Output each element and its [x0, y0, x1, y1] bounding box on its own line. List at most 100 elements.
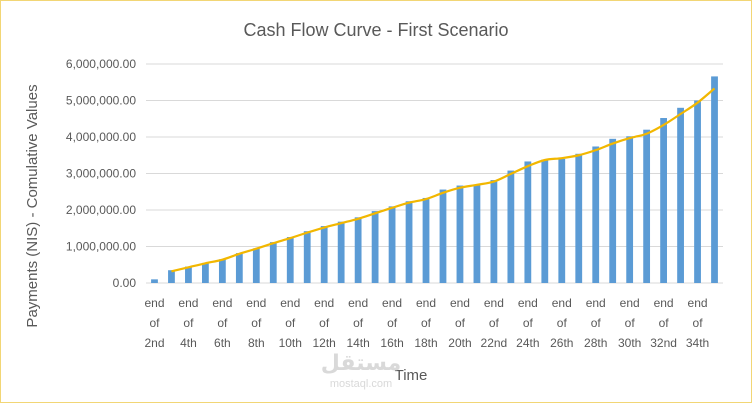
x-tick-label: end of 22nd: [481, 296, 508, 350]
x-tick-label-line: end: [212, 296, 232, 310]
bar: [677, 107, 684, 283]
watermark-latin: mostaql.com: [330, 378, 392, 390]
x-tick-label: end of 10th: [279, 296, 302, 350]
x-tick-label: end of 2nd: [144, 296, 164, 350]
x-tick-label-line: end: [314, 296, 334, 310]
x-tick-label-line: 18th: [414, 336, 437, 350]
x-tick-label-line: 12th: [313, 336, 336, 350]
x-tick-label-line: of: [183, 316, 194, 330]
x-tick-label-line: 8th: [248, 336, 265, 350]
bar-series: [151, 76, 718, 284]
bar: [473, 184, 481, 283]
bar: [337, 221, 345, 283]
gridlines: [146, 63, 723, 284]
bar: [490, 180, 498, 283]
x-tick-label-line: of: [353, 316, 364, 330]
y-tick-label: 2,000,000.00: [66, 203, 136, 217]
x-tick-label-line: of: [557, 316, 568, 330]
watermark: مستقل mostaql.com: [321, 351, 401, 390]
x-tick-label-line: 32nd: [650, 336, 677, 350]
x-tick-label-line: end: [348, 296, 368, 310]
bar: [151, 279, 158, 283]
x-tick-label-line: 30th: [618, 336, 641, 350]
x-tick-label-line: 24th: [516, 336, 539, 350]
bar: [422, 197, 430, 283]
x-tick-label: end of 12th: [313, 296, 336, 350]
bar: [405, 201, 413, 283]
x-tick-label-line: 14th: [346, 336, 369, 350]
y-tick-label: 1,000,000.00: [66, 240, 136, 254]
x-tick-label-line: end: [654, 296, 674, 310]
x-tick-label-line: 6th: [214, 336, 231, 350]
x-tick-label: end of 26th: [550, 296, 573, 350]
y-tick-labels: 0.00 1,000,000.00 2,000,000.00 3,000,000.00…: [66, 57, 136, 290]
x-tick-label-line: end: [484, 296, 504, 310]
bar: [626, 136, 634, 283]
x-tick-label-line: end: [144, 296, 164, 310]
bar: [592, 146, 600, 283]
x-tick-label-line: 10th: [279, 336, 302, 350]
bar: [354, 217, 362, 283]
x-tick-label-line: of: [251, 316, 262, 330]
x-tick-label-line: 20th: [448, 336, 471, 350]
x-tick-label: end of 4th: [178, 296, 198, 350]
x-tick-labels: end of 2nd end of 4th end of 6th end of 8th end of 10t…: [144, 296, 709, 350]
x-tick-label-line: 4th: [180, 336, 197, 350]
x-tick-label-line: end: [178, 296, 198, 310]
bar: [185, 266, 192, 283]
x-tick-label-line: end: [280, 296, 300, 310]
x-tick-label-line: of: [489, 316, 500, 330]
bar: [388, 206, 396, 283]
bar: [711, 76, 718, 283]
x-tick-label-line: end: [620, 296, 640, 310]
x-tick-label-line: of: [591, 316, 602, 330]
x-tick-label-line: 34th: [686, 336, 709, 350]
x-tick-label-line: of: [421, 316, 432, 330]
bar: [524, 161, 532, 283]
x-tick-label-line: of: [149, 316, 160, 330]
x-tick-label-line: end: [246, 296, 266, 310]
x-tick-label: end of 24th: [516, 296, 539, 350]
x-tick-label: end of 16th: [380, 296, 403, 350]
bar: [575, 153, 583, 283]
x-tick-label-line: of: [625, 316, 636, 330]
bar: [558, 158, 566, 283]
bar: [252, 248, 260, 283]
bar: [694, 100, 701, 283]
x-tick-label-line: of: [523, 316, 534, 330]
bar: [202, 262, 209, 283]
x-tick-label-line: of: [659, 316, 670, 330]
x-tick-label-line: end: [586, 296, 606, 310]
bar: [643, 129, 651, 283]
watermark-arabic: مستقل: [321, 351, 401, 376]
y-tick-label: 3,000,000.00: [66, 167, 136, 181]
bar: [168, 270, 175, 283]
x-tick-label-line: 26th: [550, 336, 573, 350]
x-tick-label-line: 16th: [380, 336, 403, 350]
x-tick-label: end of 34th: [686, 296, 709, 350]
y-axis-label: Payments (NIS) - Comulative Values: [24, 84, 41, 327]
y-tick-label: 4,000,000.00: [66, 130, 136, 144]
line-series-path: [171, 87, 716, 273]
x-tick-label-line: of: [387, 316, 398, 330]
x-tick-label-line: of: [455, 316, 466, 330]
bar: [269, 242, 277, 283]
y-tick-label: 6,000,000.00: [66, 57, 136, 71]
bar: [507, 170, 515, 283]
bar: [218, 259, 226, 283]
x-tick-label-line: of: [319, 316, 330, 330]
x-tick-label-line: end: [416, 296, 436, 310]
x-tick-label-line: end: [688, 296, 708, 310]
line-series: [171, 87, 716, 273]
x-tick-label: end of 18th: [414, 296, 437, 350]
bar: [541, 159, 549, 283]
bar: [456, 185, 464, 283]
x-tick-label-line: of: [285, 316, 296, 330]
x-tick-label-line: of: [217, 316, 228, 330]
x-tick-label-line: end: [552, 296, 572, 310]
x-tick-label-line: end: [450, 296, 470, 310]
bar: [371, 211, 379, 283]
bar: [320, 226, 328, 283]
